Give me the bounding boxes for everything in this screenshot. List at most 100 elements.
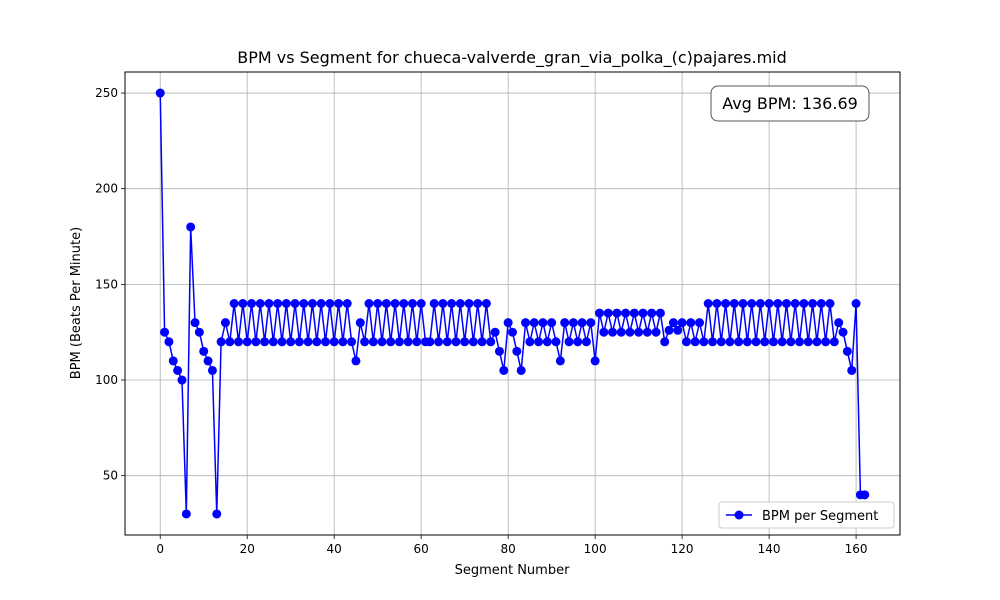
- data-point: [586, 318, 596, 328]
- data-point: [238, 299, 248, 308]
- data-point: [468, 337, 478, 347]
- x-tick-label: 140: [758, 542, 781, 556]
- data-point: [555, 356, 565, 366]
- data-point: [316, 299, 326, 308]
- data-point: [268, 337, 278, 347]
- data-point: [560, 318, 570, 328]
- data-point: [360, 337, 370, 347]
- data-point: [573, 337, 583, 347]
- data-point: [303, 337, 313, 347]
- legend-entry-label: BPM per Segment: [762, 509, 878, 524]
- data-point: [777, 337, 787, 347]
- data-point: [803, 337, 813, 347]
- data-point: [399, 299, 409, 308]
- data-point: [642, 327, 652, 337]
- data-point: [708, 337, 718, 347]
- data-point: [590, 356, 600, 366]
- data-point: [412, 337, 422, 347]
- x-tick-label: 100: [584, 542, 607, 556]
- data-point: [816, 299, 826, 308]
- data-point: [447, 299, 457, 308]
- x-tick-label: 40: [327, 542, 342, 556]
- data-point: [329, 337, 339, 347]
- data-point: [320, 337, 330, 347]
- data-point: [525, 337, 535, 347]
- data-point: [429, 299, 439, 308]
- data-point: [760, 337, 770, 347]
- data-point: [186, 222, 196, 232]
- data-point: [768, 337, 778, 347]
- data-point: [634, 327, 644, 337]
- data-point: [173, 365, 183, 375]
- data-point: [290, 299, 300, 308]
- data-point: [551, 337, 561, 347]
- data-point: [668, 318, 678, 328]
- data-point: [481, 299, 491, 308]
- data-point: [190, 318, 200, 328]
- data-point: [294, 337, 304, 347]
- data-point: [407, 299, 417, 308]
- data-point: [838, 327, 848, 337]
- data-point: [355, 318, 365, 328]
- data-point: [755, 299, 765, 308]
- series-layer: [155, 88, 870, 519]
- data-point: [729, 299, 739, 308]
- avg-bpm-annotation: Avg BPM: 136.69: [710, 85, 870, 122]
- data-point: [851, 299, 861, 308]
- data-point: [747, 299, 757, 308]
- data-point: [199, 346, 209, 356]
- data-point: [664, 325, 674, 335]
- axis-ticks: 0 20 40 60 80 100 120 140 160 50 100 150 200 250: [95, 86, 867, 556]
- data-point: [281, 299, 291, 308]
- data-point: [260, 337, 270, 347]
- data-point: [721, 299, 731, 308]
- data-point: [486, 337, 496, 347]
- data-point: [364, 299, 374, 308]
- data-point: [251, 337, 261, 347]
- data-point: [490, 327, 500, 337]
- data-point: [612, 308, 622, 318]
- data-point: [442, 337, 452, 347]
- x-tick-label: 20: [240, 542, 255, 556]
- data-point: [425, 337, 435, 347]
- data-point: [725, 337, 735, 347]
- data-point: [242, 337, 252, 347]
- data-point: [264, 299, 274, 308]
- data-point: [181, 509, 191, 519]
- y-axis-label: BPM (Beats Per Minute): [69, 227, 84, 379]
- y-tick-label: 150: [95, 277, 118, 291]
- data-point: [529, 318, 539, 328]
- data-point: [194, 327, 204, 337]
- data-point: [621, 308, 631, 318]
- data-point: [247, 299, 257, 308]
- legend-box: [718, 501, 895, 529]
- data-point: [312, 337, 322, 347]
- data-point: [821, 337, 831, 347]
- data-point: [368, 337, 378, 347]
- data-point: [577, 318, 587, 328]
- data-point: [464, 299, 474, 308]
- data-point: [695, 318, 705, 328]
- data-point: [608, 327, 618, 337]
- data-point: [434, 337, 444, 347]
- data-point: [381, 299, 391, 308]
- avg-bpm-text: Avg BPM: 136.69: [722, 94, 858, 113]
- data-point: [386, 337, 396, 347]
- data-point: [473, 299, 483, 308]
- data-point: [212, 509, 222, 519]
- data-point: [508, 327, 517, 337]
- data-point: [734, 337, 744, 347]
- data-point: [342, 299, 352, 308]
- data-point: [534, 337, 544, 347]
- data-point: [499, 365, 509, 375]
- data-point: [390, 299, 400, 308]
- data-point: [742, 337, 752, 347]
- x-tick-label: 80: [501, 542, 516, 556]
- data-point: [373, 299, 383, 308]
- data-point: [625, 327, 635, 337]
- data-point: [516, 365, 526, 375]
- y-tick-label: 200: [95, 182, 118, 196]
- data-point: [799, 299, 809, 308]
- data-point: [299, 299, 309, 308]
